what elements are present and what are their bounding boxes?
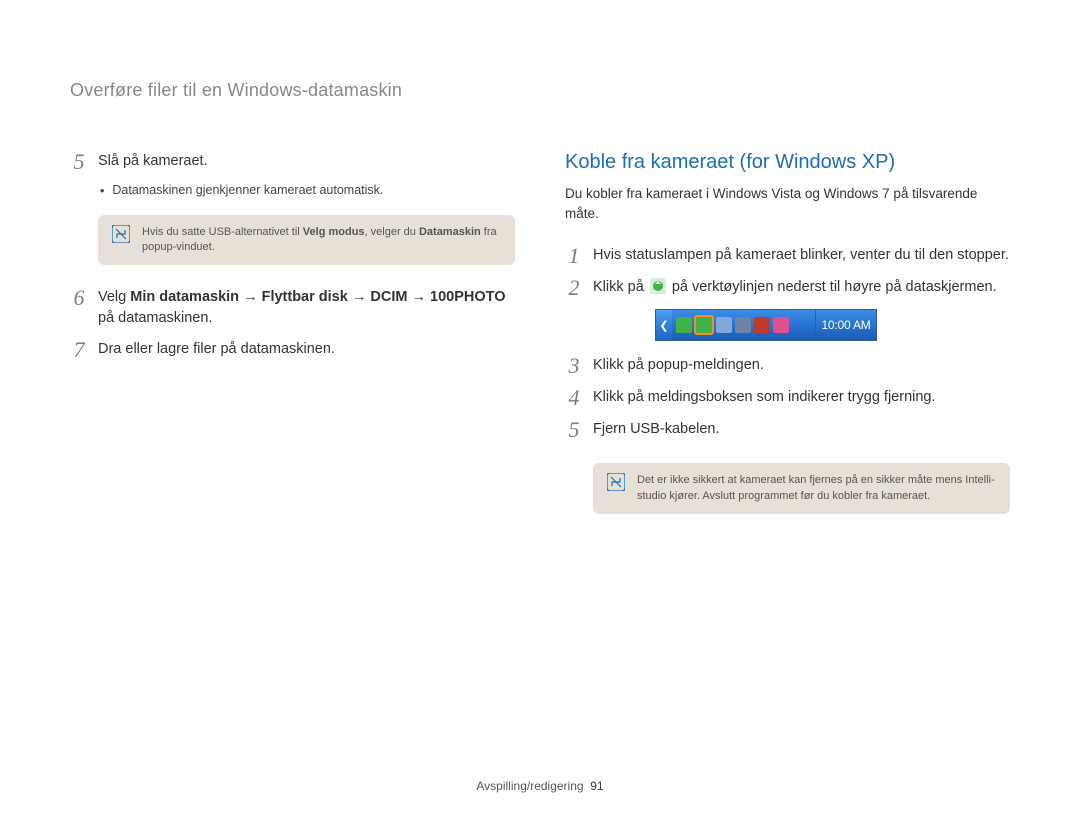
footer-page-number: 91 — [590, 779, 603, 793]
step-text: Klikk på popup-meldingen. — [593, 355, 764, 377]
right-column: Koble fra kameraet (for Windows XP) Du k… — [565, 151, 1010, 536]
step-number: 3 — [565, 355, 583, 377]
tray-icon — [773, 317, 789, 333]
bullet-item: • Datamaskinen gjenkjenner kameraet auto… — [100, 183, 515, 201]
step-number: 7 — [70, 339, 88, 361]
step-text: Velg Min datamaskin → Flyttbar disk → DC… — [98, 287, 515, 329]
note-box: Det er ikke sikkert at kameraet kan fjer… — [593, 463, 1010, 514]
step-number: 1 — [565, 245, 583, 267]
page-footer: Avspilling/redigering 91 — [0, 779, 1080, 793]
note-text: Hvis du satte USB-alternativet til Velg … — [142, 225, 501, 256]
bullet-text: Datamaskinen gjenkjenner kameraet automa… — [112, 183, 383, 201]
step-6: 6 Velg Min datamaskin → Flyttbar disk → … — [70, 287, 515, 329]
tray-icon — [676, 317, 692, 333]
step-number: 4 — [565, 387, 583, 409]
step-text: Dra eller lagre filer på datamaskinen. — [98, 339, 335, 361]
section-intro: Du kobler fra kameraet i Windows Vista o… — [565, 184, 1010, 223]
footer-section: Avspilling/redigering — [476, 779, 583, 793]
tray-icon — [735, 317, 751, 333]
tray-icon — [695, 316, 713, 334]
step-text: Fjern USB-kabelen. — [593, 419, 720, 441]
bullet-dot-icon: • — [100, 183, 104, 201]
note-box: Hvis du satte USB-alternativet til Velg … — [98, 215, 515, 266]
taskbar: ❮ 10:00 AM — [655, 309, 877, 341]
step-text: Slå på kameraet. — [98, 151, 208, 173]
step-5: 5 Slå på kameraet. — [70, 151, 515, 173]
step-1: 1 Hvis statuslampen på kameraet blinker,… — [565, 245, 1010, 267]
step-number: 6 — [70, 287, 88, 329]
taskbar-tray — [672, 310, 815, 340]
step-number: 2 — [565, 277, 583, 299]
note-icon — [112, 225, 130, 243]
page-title: Overføre filer til en Windows-datamaskin — [70, 80, 1010, 101]
step-text: Hvis statuslampen på kameraet blinker, v… — [593, 245, 1009, 267]
section-title: Koble fra kameraet (for Windows XP) — [565, 151, 1010, 174]
step-7: 7 Dra eller lagre filer på datamaskinen. — [70, 339, 515, 361]
taskbar-image: ❮ 10:00 AM — [655, 309, 1010, 341]
tray-icon — [754, 317, 770, 333]
step-number: 5 — [565, 419, 583, 441]
step-text: Klikk på på verktøylinjen nederst til hø… — [593, 277, 997, 299]
step-5r: 5 Fjern USB-kabelen. — [565, 419, 1010, 441]
left-column: 5 Slå på kameraet. • Datamaskinen gjenkj… — [70, 151, 515, 536]
step-text: Klikk på meldingsboksen som indikerer tr… — [593, 387, 936, 409]
note-icon — [607, 473, 625, 491]
safely-remove-icon — [650, 278, 666, 294]
taskbar-clock: 10:00 AM — [815, 310, 876, 340]
step-3: 3 Klikk på popup-meldingen. — [565, 355, 1010, 377]
note-text: Det er ikke sikkert at kameraet kan fjer… — [637, 473, 996, 504]
step-4: 4 Klikk på meldingsboksen som indikerer … — [565, 387, 1010, 409]
taskbar-chevron-icon: ❮ — [656, 310, 672, 340]
step-2: 2 Klikk på på verktøylinjen nederst til … — [565, 277, 1010, 299]
tray-icon — [716, 317, 732, 333]
step-number: 5 — [70, 151, 88, 173]
